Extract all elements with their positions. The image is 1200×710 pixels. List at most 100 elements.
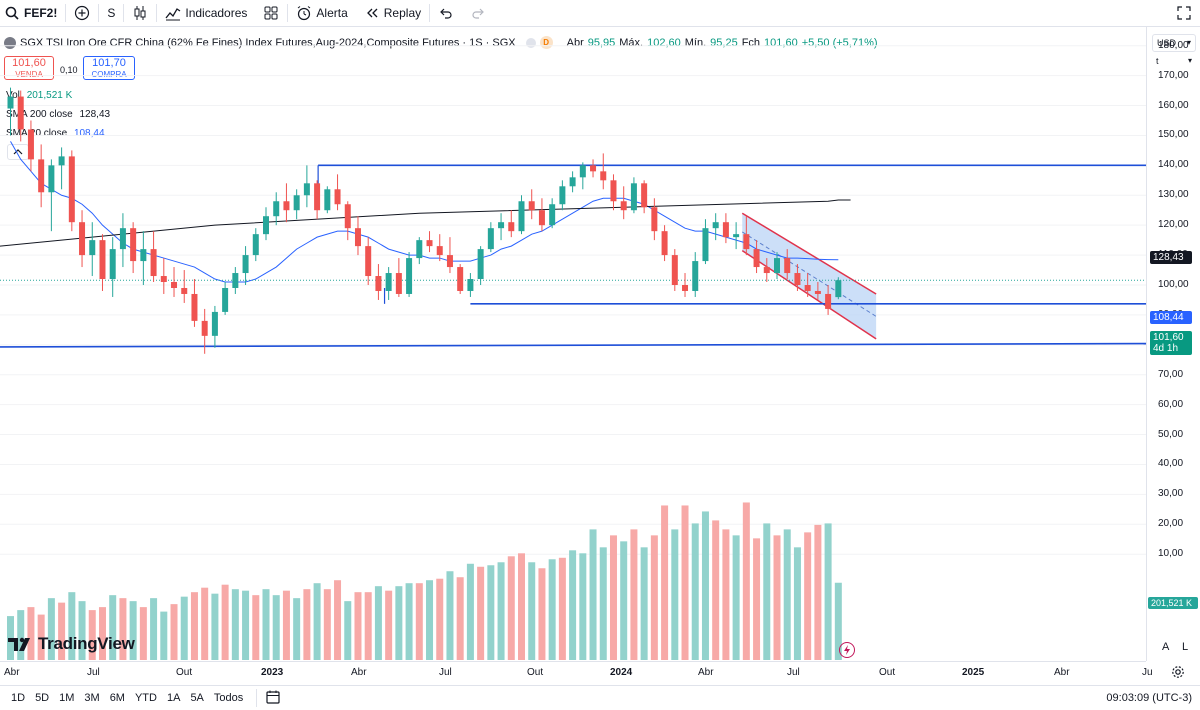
volume-legend[interactable]: Vol 201,521 K: [6, 90, 72, 101]
candle-body: [283, 201, 290, 211]
candle-body: [58, 156, 65, 166]
candle-body: [538, 210, 545, 226]
range-button-todos[interactable]: Todos: [213, 692, 244, 704]
volume-bar: [293, 598, 301, 660]
volume-bar: [589, 529, 597, 660]
volume-bar: [579, 553, 587, 660]
volume-bar: [201, 587, 209, 660]
horizontal-line: [0, 342, 1146, 348]
price-tick-label: 140,00: [1158, 159, 1189, 171]
top-toolbar: FEF2! S Indicadores Alerta Replay: [0, 0, 1200, 27]
unit-select[interactable]: t ▾: [1152, 54, 1196, 70]
volume-bar: [88, 610, 96, 660]
candle-body: [130, 228, 137, 262]
log-scale-button[interactable]: L: [1182, 641, 1189, 653]
volume-bar: [773, 535, 781, 660]
fullscreen-button[interactable]: [1168, 0, 1200, 26]
volume-bar: [68, 592, 76, 660]
time-tick-label: Abr: [1054, 667, 1070, 678]
range-button-5a[interactable]: 5A: [190, 692, 204, 704]
sell-button[interactable]: 101,60 VENDA: [4, 56, 54, 80]
range-button-ytd[interactable]: YTD: [134, 692, 157, 704]
interval-button[interactable]: S: [99, 0, 123, 26]
candle-body: [559, 186, 566, 205]
volume-bar: [58, 602, 66, 660]
candle-body: [712, 222, 719, 229]
chevron-down-icon: ▾: [1187, 56, 1192, 65]
range-button-1a[interactable]: 1A: [166, 692, 181, 704]
replay-button[interactable]: Replay: [356, 0, 429, 26]
redo-button[interactable]: [462, 0, 494, 26]
candle-body: [38, 159, 45, 193]
volume-bar: [190, 592, 198, 660]
market-status-icon: [525, 37, 536, 48]
volume-bar: [518, 553, 525, 660]
alarm-clock-icon: [298, 6, 311, 21]
symbol-label: FEF2!: [24, 6, 58, 20]
candle-body: [140, 249, 147, 262]
candle-body: [89, 240, 96, 256]
time-axis[interactable]: [0, 661, 1146, 686]
chart-settings-button[interactable]: [1171, 665, 1185, 684]
candle-body: [426, 240, 433, 247]
tradingview-logo[interactable]: TradingView: [8, 634, 135, 654]
volume-bar: [569, 550, 577, 660]
clock[interactable]: 09:03:09 (UTC-3): [1106, 692, 1192, 704]
candle-body: [498, 222, 505, 229]
candle-body: [743, 234, 750, 250]
range-button-3m[interactable]: 3M: [84, 692, 100, 704]
undo-button[interactable]: [430, 0, 462, 26]
price-tick-label: 10,00: [1158, 548, 1184, 560]
range-button-1m[interactable]: 1M: [59, 692, 75, 704]
layouts-button[interactable]: [255, 0, 287, 26]
candle-body: [119, 228, 126, 250]
range-button-5d[interactable]: 5D: [35, 692, 50, 704]
indicators-button[interactable]: Indicadores: [157, 0, 255, 26]
candle-body: [518, 201, 525, 232]
range-button-6m[interactable]: 6M: [109, 692, 125, 704]
chart-type-button[interactable]: [124, 0, 156, 26]
fullscreen-icon: [1177, 6, 1191, 20]
range-button-1d[interactable]: 1D: [11, 692, 26, 704]
time-tick-label: 2025: [962, 667, 985, 678]
price-axis[interactable]: [1146, 27, 1200, 661]
candle-body: [354, 228, 361, 247]
candle-body: [508, 222, 515, 232]
currency-select[interactable]: USD ▾: [1152, 34, 1196, 52]
volume-bar: [507, 556, 515, 660]
candle-body: [620, 201, 627, 211]
symbol-search-button[interactable]: FEF2!: [0, 0, 65, 26]
compare-symbol-button[interactable]: [66, 0, 98, 26]
volume-bar: [313, 583, 321, 660]
candles: [7, 87, 842, 354]
volume-bar: [558, 557, 566, 660]
candle-body: [763, 267, 770, 274]
regression-channel[interactable]: [741, 212, 877, 340]
volume-bar: [722, 529, 730, 660]
candle-body: [825, 293, 832, 309]
candle-body: [804, 285, 811, 291]
auto-scale-button[interactable]: A: [1162, 641, 1170, 653]
volume-bar: [385, 590, 393, 660]
price-tick-label: 60,00: [1158, 398, 1184, 410]
candle-body: [109, 249, 116, 280]
sma200-legend[interactable]: SMA 200 close 128,43: [6, 109, 110, 120]
candle-body: [477, 249, 484, 280]
sma20-line: [10, 141, 839, 283]
interval-label: S: [107, 6, 116, 20]
chevron-up-icon: [13, 149, 23, 155]
candle-body: [252, 234, 259, 256]
buy-button[interactable]: 101,70 COMPRA: [83, 56, 135, 80]
horizontal-trend-lines[interactable]: [0, 164, 1146, 348]
sma20-legend[interactable]: SMA 20 close 108,44: [6, 128, 105, 139]
volume-bar: [221, 584, 229, 660]
alert-button[interactable]: Alerta: [288, 0, 355, 26]
candle-body: [784, 258, 791, 274]
price-tick-label: 150,00: [1158, 129, 1189, 141]
events-marker[interactable]: [839, 642, 855, 658]
collapse-legend-button[interactable]: [7, 144, 29, 160]
price-chart[interactable]: [0, 27, 1146, 661]
volume-bar: [323, 589, 331, 660]
go-to-date-button[interactable]: [265, 689, 281, 708]
volume-bar: [109, 595, 117, 660]
